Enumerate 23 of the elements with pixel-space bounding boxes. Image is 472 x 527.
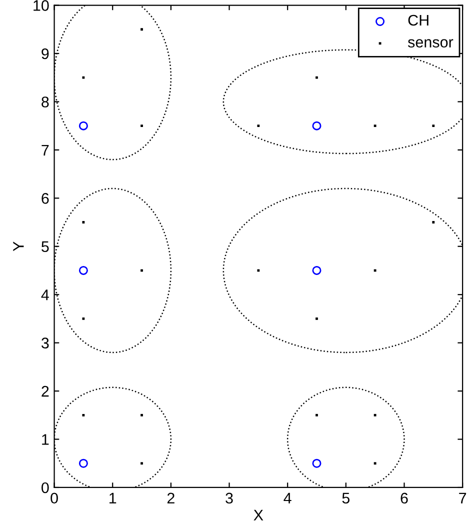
x-tick-label: 4: [284, 492, 292, 504]
x-tick-label: 1: [110, 492, 116, 504]
x-tick-label: 7: [459, 492, 466, 504]
x-tick-label: 5: [342, 492, 350, 504]
y-tick-label: 2: [42, 386, 49, 397]
y-tick-label: 6: [42, 193, 49, 204]
y-tick-label: 7: [42, 144, 49, 156]
x-tick-label: 6: [400, 492, 408, 504]
y-tick-label: 0: [42, 482, 49, 494]
legend-label: CH: [408, 14, 428, 26]
y-tick-label: 1: [42, 434, 49, 445]
y-tick-label: 5: [42, 241, 49, 252]
y-tick-label: 9: [42, 48, 49, 60]
x-axis-title: X: [254, 510, 264, 520]
x-tick-label: 0: [50, 492, 58, 504]
y-tick-label: 10: [34, 0, 49, 11]
x-tick-label: 3: [226, 492, 233, 504]
x-tick-label: 2: [167, 492, 174, 504]
y-tick-label: 3: [42, 338, 49, 348]
legend-label: sensor: [408, 39, 454, 48]
y-tick-label: 4: [41, 290, 49, 300]
y-tick-label: 8: [42, 96, 49, 108]
y-axis-title: Y: [13, 242, 24, 252]
